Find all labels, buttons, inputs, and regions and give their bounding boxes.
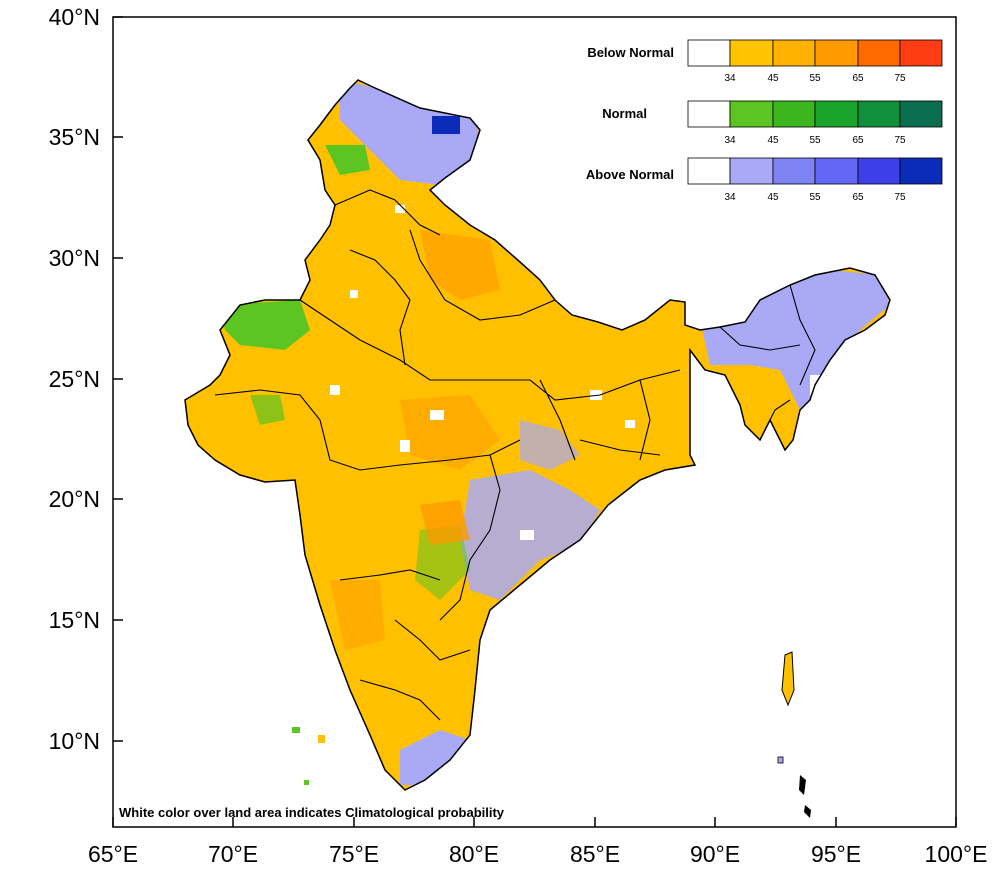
y-tick-label: 40°N	[49, 4, 100, 30]
india-landmass	[185, 80, 890, 790]
white-patch-8	[395, 205, 405, 213]
legend-swatch	[687, 157, 731, 185]
lakshadweep-1	[318, 735, 325, 743]
legend-swatch	[857, 100, 901, 128]
y-tick-label: 15°N	[49, 607, 100, 633]
white-patch-7	[350, 290, 358, 298]
x-tick-label: 95°E	[811, 841, 861, 867]
legend-tick: 34	[724, 192, 736, 203]
y-tick-label: 25°N	[49, 366, 100, 392]
below-normal-mp	[400, 395, 500, 470]
white-patch-4	[520, 530, 534, 540]
andaman-islands	[781, 651, 795, 707]
nicobar-island-3	[804, 805, 811, 818]
legend-swatch	[899, 39, 943, 67]
legend-swatch	[814, 157, 859, 185]
legend-swatch	[729, 100, 774, 128]
lakshadweep-2	[292, 727, 300, 733]
legend-swatch	[814, 100, 859, 128]
above-normal-south	[400, 730, 470, 785]
state-boundaries	[184, 79, 891, 791]
legend-swatch	[772, 157, 816, 185]
legend-swatch	[687, 100, 731, 128]
normal-gujarat	[250, 395, 285, 425]
legend-title-below-normal: Below Normal	[587, 45, 674, 60]
below-normal-karnataka	[330, 580, 385, 650]
legend-tick: 34	[724, 135, 736, 146]
legend-tick: 45	[767, 73, 779, 84]
legend-swatch	[899, 157, 943, 185]
legend-tick: 34	[724, 73, 736, 84]
below-normal-up	[420, 230, 500, 300]
above-normal-central	[520, 420, 580, 470]
legend-swatch	[729, 39, 774, 67]
white-patch-2	[400, 440, 410, 452]
x-tick-label: 65°E	[88, 841, 138, 867]
legend-bar-above-normal	[687, 157, 943, 185]
x-tick-label: 70°E	[208, 841, 258, 867]
legend-swatch	[857, 157, 901, 185]
y-axis-labels: 40°N 35°N 30°N 25°N 20°N 15°N 10°N	[49, 4, 100, 754]
legend-tick: 75	[894, 192, 906, 203]
x-tick-label: 80°E	[449, 841, 499, 867]
legend-title-normal: Normal	[602, 106, 647, 121]
nicobar-island-1	[777, 756, 784, 764]
y-tick-label: 35°N	[49, 124, 100, 150]
legend: Below Normal 34 45 55 65 75 Normal 34 45…	[586, 39, 943, 203]
climatology-note: White color over land area indicates Cli…	[119, 805, 505, 820]
nicobar-island-2	[799, 775, 806, 795]
x-tick-label: 90°E	[690, 841, 740, 867]
y-tick-label: 10°N	[49, 728, 100, 754]
legend-bar-below-normal	[687, 39, 943, 67]
normal-rajasthan	[220, 300, 310, 350]
x-tick-label: 75°E	[329, 841, 379, 867]
legend-tick: 65	[852, 135, 864, 146]
legend-tick: 55	[809, 135, 821, 146]
legend-tick: 65	[852, 192, 864, 203]
legend-title-above-normal: Above Normal	[586, 167, 674, 182]
legend-swatch	[814, 39, 859, 67]
legend-tick: 45	[767, 192, 779, 203]
x-tick-label: 85°E	[570, 841, 620, 867]
legend-tick: 75	[894, 135, 906, 146]
y-tick-label: 20°N	[49, 486, 100, 512]
legend-swatch	[729, 157, 774, 185]
deep-above-spot-1	[432, 116, 460, 134]
legend-swatch	[899, 100, 943, 128]
x-tick-label: 100°E	[925, 841, 988, 867]
normal-kashmir	[325, 145, 370, 175]
legend-tick: 75	[894, 73, 906, 84]
legend-swatch	[687, 39, 731, 67]
normal-ap	[415, 525, 470, 600]
legend-tick: 45	[767, 135, 779, 146]
legend-swatch	[857, 39, 901, 67]
tick-marks	[112, 16, 957, 827]
x-axis-labels: 65°E 70°E 75°E 80°E 85°E 90°E 95°E 100°E	[88, 841, 988, 867]
legend-bar-normal	[687, 100, 943, 128]
legend-tick: 55	[809, 73, 821, 84]
y-tick-label: 30°N	[49, 245, 100, 271]
white-patch-1	[430, 410, 444, 420]
legend-swatch	[772, 100, 816, 128]
white-patch-3	[330, 385, 340, 395]
legend-tick: 55	[809, 192, 821, 203]
lakshadweep-3	[304, 780, 309, 785]
legend-swatch	[772, 39, 816, 67]
legend-tick: 65	[852, 73, 864, 84]
white-patch-9	[625, 420, 635, 428]
islands	[292, 651, 811, 818]
below-normal-telangana	[420, 500, 470, 545]
